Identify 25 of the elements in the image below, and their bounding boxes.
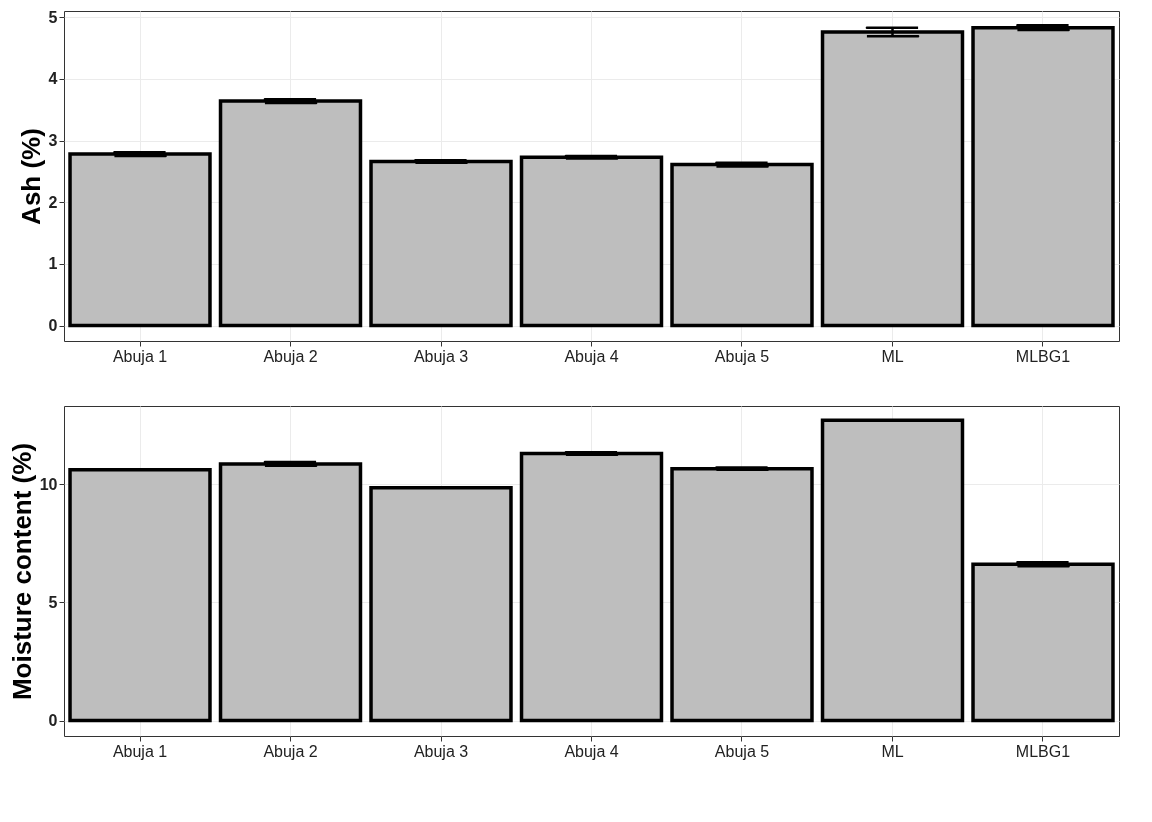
x-tick-label: MLBG1 xyxy=(1015,742,1071,760)
x-tick-label: Abuja 2 xyxy=(263,347,318,365)
x-tick-label: Abuja 3 xyxy=(413,742,469,760)
y-tick-label: 1 xyxy=(48,255,58,273)
y-tick-label: 10 xyxy=(39,475,58,493)
x-tick-label: Abuja 5 xyxy=(714,347,770,365)
x-tick-label: Abuja 5 xyxy=(714,742,770,760)
x-tick-label: Abuja 3 xyxy=(413,347,469,365)
y-tick-label: 5 xyxy=(48,8,58,26)
y-tick-label: 0 xyxy=(48,712,58,730)
y-axis-title: Ash (%) xyxy=(15,128,46,225)
y-axis-title: Moisture content (%) xyxy=(6,442,37,701)
x-tick-label: ML xyxy=(881,347,904,365)
y-tick-label: 3 xyxy=(48,132,58,150)
x-tick-label: Abuja 1 xyxy=(112,347,168,365)
x-tick-label: Abuja 4 xyxy=(564,347,619,365)
y-tick-label: 4 xyxy=(48,70,58,88)
x-tick-label: ML xyxy=(881,742,904,760)
x-tick-label: Abuja 1 xyxy=(112,742,168,760)
x-tick-label: MLBG1 xyxy=(1015,347,1071,365)
x-tick-label: Abuja 2 xyxy=(263,742,318,760)
y-tick-label: 5 xyxy=(48,593,58,611)
y-tick-label: 0 xyxy=(48,317,58,335)
y-tick-label: 2 xyxy=(48,193,58,211)
x-tick-label: Abuja 4 xyxy=(564,742,619,760)
